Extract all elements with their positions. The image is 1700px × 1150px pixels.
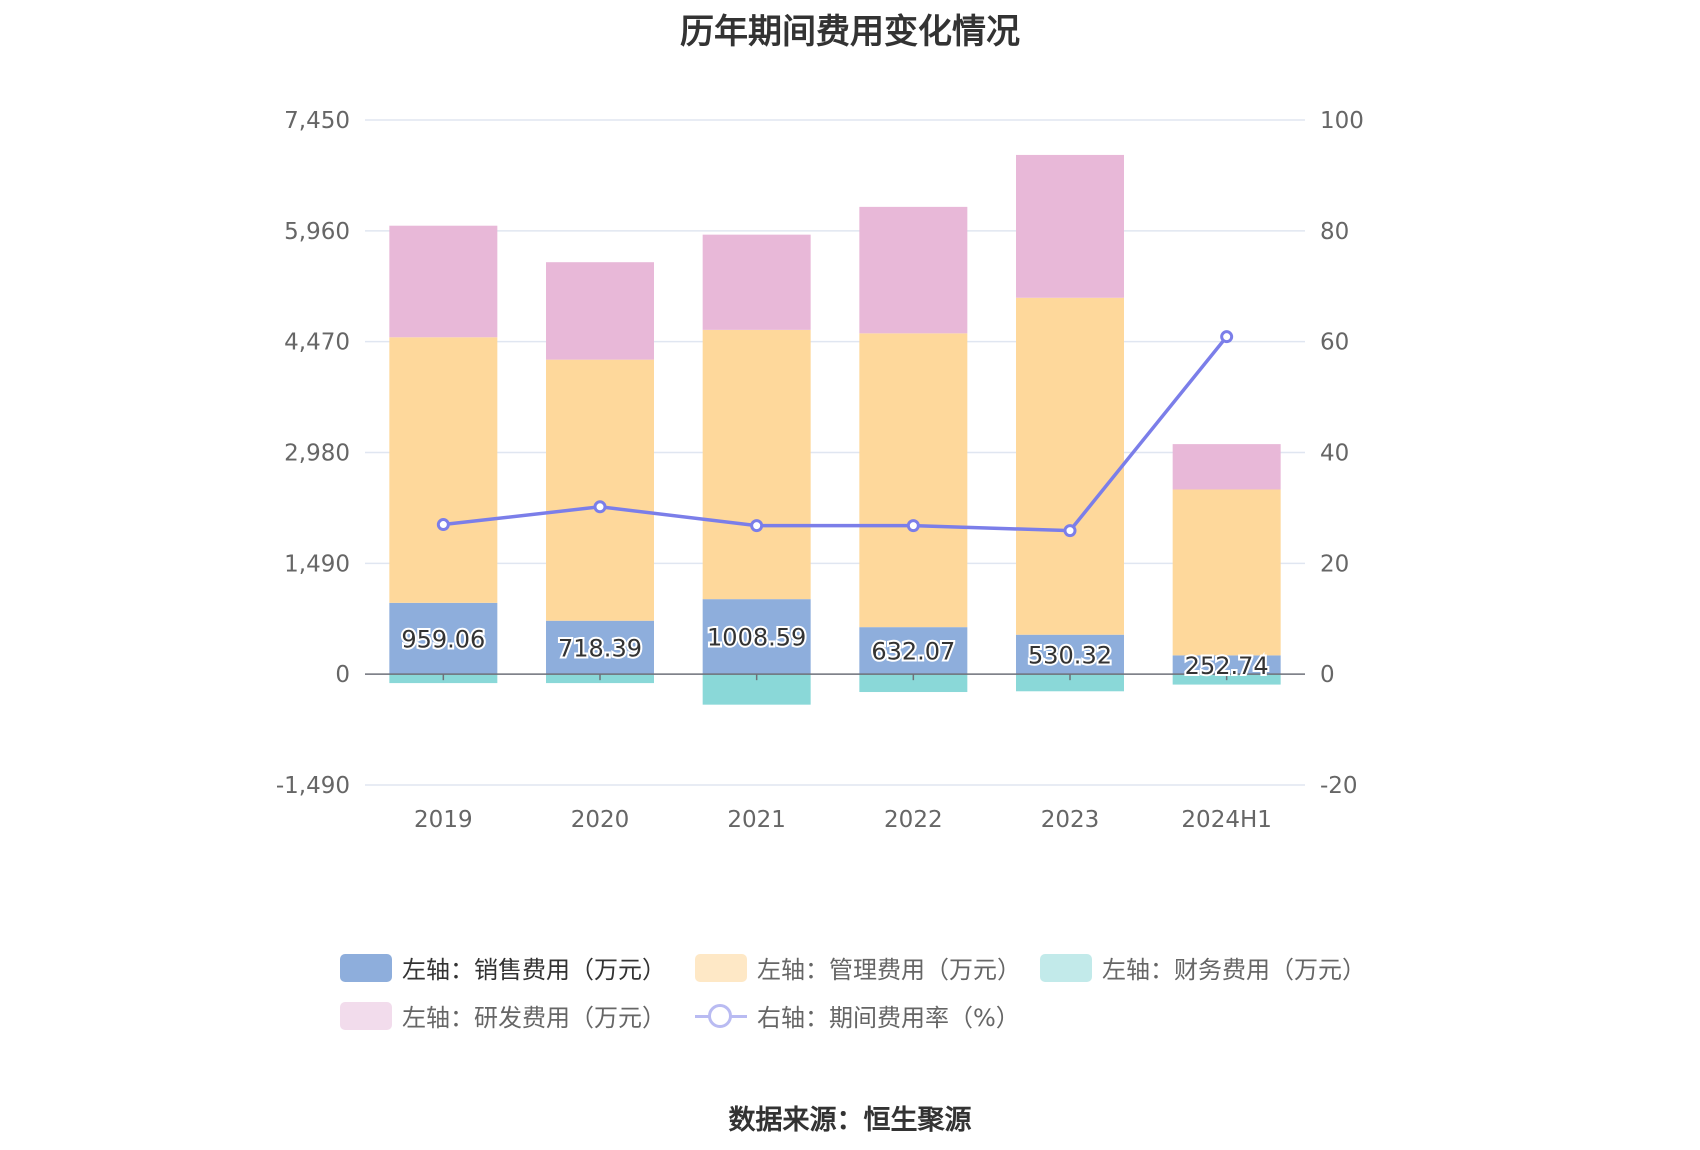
bar-rnd — [1016, 154, 1124, 298]
chart-title: 历年期间费用变化情况 — [680, 12, 1020, 52]
zero-axis-line — [365, 673, 1305, 681]
left-tick-label: 7,450 — [284, 108, 350, 134]
bar-sales — [389, 602, 498, 675]
bar-rnd — [702, 234, 811, 330]
legend-item-rate[interactable]: 右轴：期间费用率（%） — [695, 998, 1020, 1033]
bar-rnd — [1172, 444, 1281, 490]
sales-data-label: 252.74 — [1185, 652, 1269, 680]
sales-data-label: 530.32 — [1028, 641, 1112, 669]
right-tick-label: 80 — [1320, 219, 1349, 245]
right-tick-label: -20 — [1320, 773, 1358, 799]
bar-rnd — [546, 262, 654, 360]
x-tick-label: 2023 — [1041, 807, 1100, 833]
x-tick-label: 2019 — [414, 807, 473, 833]
left-tick-label: 2,980 — [284, 441, 350, 467]
rate-line — [443, 335, 1229, 533]
sales-data-label: 959.06 — [401, 625, 485, 653]
rate-point — [1220, 330, 1234, 344]
bar-sales — [859, 627, 968, 675]
right-tick-label: 40 — [1320, 441, 1349, 467]
legend-swatch-finance — [1040, 953, 1092, 982]
data-source: 数据来源：恒生聚源 — [728, 1105, 972, 1136]
grid-lines — [365, 119, 1305, 786]
left-tick-label: -1,490 — [276, 773, 350, 799]
left-tick-label: 1,490 — [284, 551, 350, 577]
legend-swatch-rate — [695, 1002, 747, 1030]
rate-point — [593, 500, 607, 514]
left-axis-ticks: 7,450 5,960 4,470 2,980 1,490 0 -1,490 — [276, 108, 350, 799]
legend-item-sales[interactable]: 左轴：销售费用（万元） — [340, 950, 666, 985]
right-tick-label: 0 — [1320, 662, 1335, 688]
left-tick-label: 5,960 — [284, 219, 350, 245]
legend-item-rnd[interactable]: 左轴：研发费用（万元） — [340, 998, 666, 1033]
right-tick-label: 100 — [1320, 108, 1364, 134]
left-tick-label: 0 — [335, 662, 350, 688]
x-tick-label: 2024H1 — [1181, 807, 1271, 833]
legend-item-admin[interactable]: 左轴：管理费用（万元） — [695, 950, 1021, 985]
legend-label-sales: 左轴：销售费用（万元） — [402, 956, 666, 984]
legend-item-finance[interactable]: 左轴：财务费用（万元） — [1040, 950, 1366, 985]
x-axis-ticks: 2019 2020 2021 2022 2023 2024H1 — [414, 807, 1272, 833]
x-tick-label: 2020 — [571, 807, 630, 833]
x-tick-label: 2021 — [727, 807, 786, 833]
bar-admin — [1016, 297, 1124, 635]
right-tick-label: 20 — [1320, 551, 1349, 577]
bar-sales — [546, 620, 654, 675]
bar-admin — [389, 337, 498, 603]
rate-point — [750, 519, 764, 533]
legend-label-finance: 左轴：财务费用（万元） — [1102, 956, 1366, 984]
legend-label-admin: 左轴：管理费用（万元） — [757, 956, 1021, 984]
legend-swatch-sales — [340, 953, 392, 982]
sales-data-label: 632.07 — [871, 638, 955, 666]
data-labels: 959.06 718.39 1008.59 632.07 530.32 252.74 — [399, 622, 1270, 682]
bar-finance — [1016, 674, 1124, 692]
bar-admin — [702, 329, 811, 600]
right-tick-label: 60 — [1320, 330, 1349, 356]
bar-sales — [702, 599, 811, 675]
sales-data-label: 718.39 — [558, 634, 642, 662]
legend-label-rnd: 左轴：研发费用（万元） — [402, 1004, 666, 1032]
x-tick-label: 2022 — [884, 807, 943, 833]
rate-point — [436, 518, 450, 532]
bar-admin — [546, 359, 654, 621]
line-series — [436, 330, 1234, 538]
bar-admin — [1172, 489, 1281, 656]
rate-point — [1063, 524, 1077, 538]
legend-swatch-admin — [695, 953, 747, 982]
sales-data-label: 1008.59 — [707, 624, 806, 652]
right-axis-ticks: 100 80 60 40 20 0 -20 — [1320, 108, 1364, 799]
legend-label-rate: 右轴：期间费用率（%） — [757, 1004, 1020, 1032]
bar-sales — [1016, 634, 1124, 675]
bar-series — [389, 154, 1281, 705]
left-tick-label: 4,470 — [284, 330, 350, 356]
bar-admin — [859, 333, 968, 628]
rate-point — [906, 519, 920, 533]
bar-finance — [859, 674, 968, 693]
bar-rnd — [389, 225, 498, 338]
bar-sales — [1172, 655, 1281, 675]
legend-swatch-rnd — [340, 1001, 392, 1030]
bar-rnd — [859, 206, 968, 334]
